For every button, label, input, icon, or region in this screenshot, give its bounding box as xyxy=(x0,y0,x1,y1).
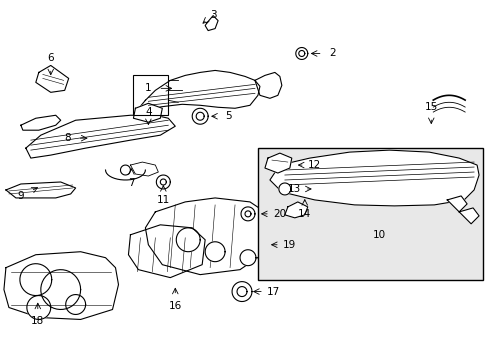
Bar xyxy=(258,148,482,280)
Polygon shape xyxy=(244,211,250,217)
Polygon shape xyxy=(160,179,166,185)
Polygon shape xyxy=(278,183,290,195)
Polygon shape xyxy=(128,225,205,278)
Polygon shape xyxy=(196,112,203,120)
Polygon shape xyxy=(65,294,85,315)
Polygon shape xyxy=(20,264,52,296)
Polygon shape xyxy=(21,115,61,130)
Text: 16: 16 xyxy=(168,301,182,311)
Text: 11: 11 xyxy=(156,195,170,205)
Polygon shape xyxy=(6,182,76,198)
Text: 6: 6 xyxy=(47,54,54,63)
Polygon shape xyxy=(36,66,68,92)
Text: 1: 1 xyxy=(145,84,151,93)
Text: 9: 9 xyxy=(18,191,24,201)
Bar xyxy=(133,75,168,115)
Text: 13: 13 xyxy=(287,184,301,194)
Polygon shape xyxy=(269,150,478,206)
Text: 4: 4 xyxy=(145,107,151,117)
Polygon shape xyxy=(140,71,260,110)
Text: 18: 18 xyxy=(31,316,44,327)
Text: 7: 7 xyxy=(128,178,135,188)
Polygon shape xyxy=(285,202,307,218)
Polygon shape xyxy=(41,270,81,310)
Polygon shape xyxy=(241,207,254,221)
Text: 15: 15 xyxy=(424,102,437,112)
Polygon shape xyxy=(120,165,130,175)
Polygon shape xyxy=(133,103,162,122)
Text: 10: 10 xyxy=(372,230,385,240)
Polygon shape xyxy=(232,282,251,302)
Polygon shape xyxy=(458,208,478,224)
Polygon shape xyxy=(298,50,304,57)
Text: 20: 20 xyxy=(273,209,286,219)
Text: 5: 5 xyxy=(224,111,231,121)
Polygon shape xyxy=(4,252,118,319)
Polygon shape xyxy=(27,296,51,319)
Polygon shape xyxy=(295,48,307,59)
Text: 8: 8 xyxy=(64,133,71,143)
Text: 2: 2 xyxy=(329,49,335,58)
Polygon shape xyxy=(205,242,224,262)
Polygon shape xyxy=(176,228,200,252)
Text: 14: 14 xyxy=(298,209,311,219)
Text: 17: 17 xyxy=(267,287,280,297)
Polygon shape xyxy=(237,287,246,297)
Polygon shape xyxy=(205,15,218,31)
Text: 19: 19 xyxy=(283,240,296,250)
Polygon shape xyxy=(26,115,175,158)
Polygon shape xyxy=(264,153,291,173)
Polygon shape xyxy=(156,175,170,189)
Text: 12: 12 xyxy=(307,160,321,170)
Polygon shape xyxy=(240,250,255,266)
Text: 3: 3 xyxy=(209,10,216,20)
Polygon shape xyxy=(192,108,208,124)
Polygon shape xyxy=(145,198,267,275)
Polygon shape xyxy=(447,196,466,212)
Polygon shape xyxy=(254,72,281,98)
